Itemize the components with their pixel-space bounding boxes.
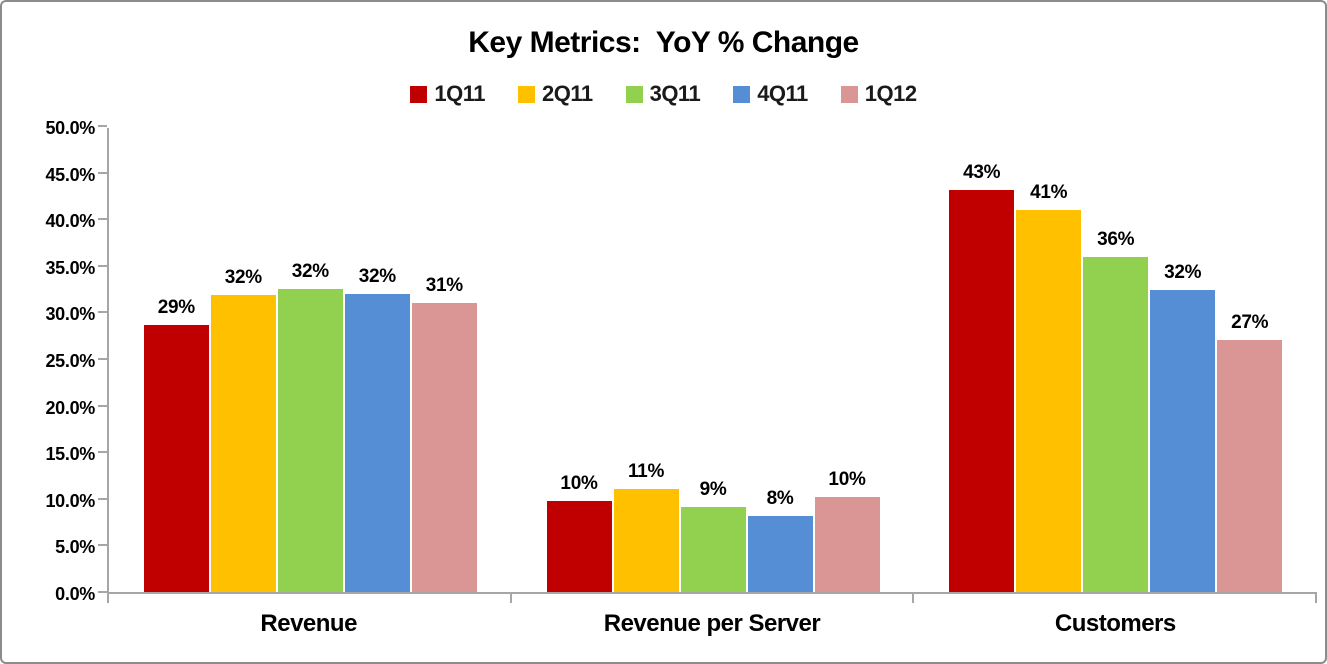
- chart-title: Key Metrics: YoY % Change: [468, 26, 859, 59]
- bar-group-revenue: 29% 32% 32% 32% 31%: [109, 128, 512, 592]
- legend-label: 1Q11: [434, 81, 485, 106]
- y-tick-mark: [98, 264, 107, 267]
- legend-swatch-2q11: [517, 85, 535, 103]
- bar-group-customers: 43% 41% 36% 32% 27%: [914, 128, 1317, 592]
- data-label: 32%: [358, 265, 396, 287]
- legend-item-2q11: 2Q11: [517, 81, 593, 107]
- x-tick-mark: [912, 594, 915, 603]
- x-tick-mark: [1315, 594, 1317, 603]
- data-label: 10%: [560, 472, 598, 494]
- data-label: 29%: [157, 296, 195, 318]
- legend-label: 3Q11: [649, 81, 701, 106]
- y-tick-label: 10.0%: [45, 490, 95, 511]
- y-tick-label: 0.0%: [55, 584, 95, 604]
- bar-4q11-revenue: 32%: [344, 266, 410, 592]
- y-tick-label: 45.0%: [45, 164, 95, 185]
- data-label: 8%: [766, 487, 794, 509]
- data-label: 36%: [1097, 229, 1135, 251]
- data-label: 32%: [1164, 262, 1202, 284]
- y-tick-label: 20.0%: [45, 397, 95, 418]
- y-tick-label: 50.0%: [45, 118, 95, 138]
- legend-item-1q11: 1Q11: [410, 81, 485, 107]
- y-tick-mark: [98, 218, 107, 221]
- data-label: 11%: [627, 460, 665, 482]
- bar-1q12-revenue-per-server: 10%: [814, 469, 880, 592]
- plot-area: 29% 32% 32% 32% 31% 10% 11% 9% 8% 10% 43% 41% 36% 32%…: [98, 125, 1317, 603]
- bar-2q11-revenue: 32%: [210, 267, 276, 592]
- data-label: 32%: [291, 261, 329, 283]
- bar-1q12-revenue: 31%: [411, 275, 477, 592]
- y-tick-label: 15.0%: [45, 444, 95, 465]
- x-category-label-revenue: Revenue: [260, 610, 357, 637]
- bar-2q11-revenue-per-server: 11%: [613, 461, 679, 592]
- data-label: 27%: [1231, 312, 1269, 334]
- y-tick-mark: [98, 404, 107, 407]
- bar-4q11-customers: 32%: [1150, 262, 1216, 592]
- y-tick-mark: [98, 311, 107, 314]
- legend-swatch-1q11: [410, 85, 428, 103]
- data-label: 10%: [828, 468, 866, 490]
- y-tick-mark: [98, 171, 107, 174]
- y-tick-mark: [98, 358, 107, 360]
- data-label: 31%: [425, 275, 463, 297]
- legend-label: 1Q12: [864, 81, 917, 106]
- bar-3q11-revenue-per-server: 9%: [680, 479, 746, 592]
- bar-3q11-customers: 36%: [1083, 229, 1149, 592]
- bar-1q12-customers: 27%: [1217, 312, 1283, 592]
- bar-group-revenue-per-server: 10% 11% 9% 8% 10%: [512, 128, 915, 592]
- y-tick-label: 25.0%: [45, 351, 95, 371]
- legend-item-3q11: 3Q11: [625, 81, 701, 107]
- x-axis-labels: Revenue Revenue per Server Customers: [107, 610, 1317, 638]
- legend-label: 4Q11: [757, 81, 808, 106]
- data-label: 41%: [1030, 181, 1068, 203]
- y-tick-mark: [98, 544, 107, 547]
- x-category-label-customers: Customers: [1054, 610, 1176, 637]
- bar-groups: 29% 32% 32% 32% 31% 10% 11% 9% 8% 10% 43% 41% 36% 32%…: [109, 128, 1317, 592]
- legend-label: 2Q11: [541, 81, 593, 106]
- legend-swatch-1q12: [840, 85, 858, 103]
- data-label: 43%: [963, 162, 1001, 184]
- bar-1q11-customers: 43%: [949, 162, 1015, 592]
- x-category-label-revenue-per-server: Revenue per Server: [603, 610, 821, 637]
- bar-1q11-revenue: 29%: [143, 297, 209, 592]
- data-label: 9%: [699, 479, 727, 501]
- x-tick-mark: [509, 594, 512, 603]
- y-tick-mark: [98, 451, 107, 454]
- y-tick-mark: [98, 497, 107, 500]
- legend-swatch-3q11: [625, 85, 643, 103]
- bar-1q11-revenue-per-server: 10%: [546, 473, 612, 592]
- bar-3q11-revenue: 32%: [277, 261, 343, 592]
- legend-item-1q12: 1Q12: [840, 81, 917, 107]
- bar-4q11-revenue-per-server: 8%: [747, 488, 813, 592]
- bar-2q11-customers: 41%: [1016, 182, 1082, 592]
- y-axis-labels: 0.0% 5.0% 10.0% 15.0% 20.0% 25.0% 30.0% 35.0% 40…: [2, 118, 95, 604]
- y-tick-label: 35.0%: [45, 257, 95, 278]
- legend-swatch-4q11: [733, 85, 751, 103]
- y-tick-label: 30.0%: [45, 304, 95, 325]
- y-tick-mark: [98, 125, 107, 127]
- data-label: 32%: [224, 266, 262, 288]
- y-tick-mark: [98, 591, 107, 593]
- legend-item-4q11: 4Q11: [733, 81, 808, 107]
- legend: 1Q11 2Q11 3Q11 4Q11 1Q12: [2, 81, 1325, 107]
- y-tick-label: 5.0%: [55, 537, 95, 558]
- x-tick-mark: [107, 594, 109, 603]
- y-tick-label: 40.0%: [45, 211, 95, 232]
